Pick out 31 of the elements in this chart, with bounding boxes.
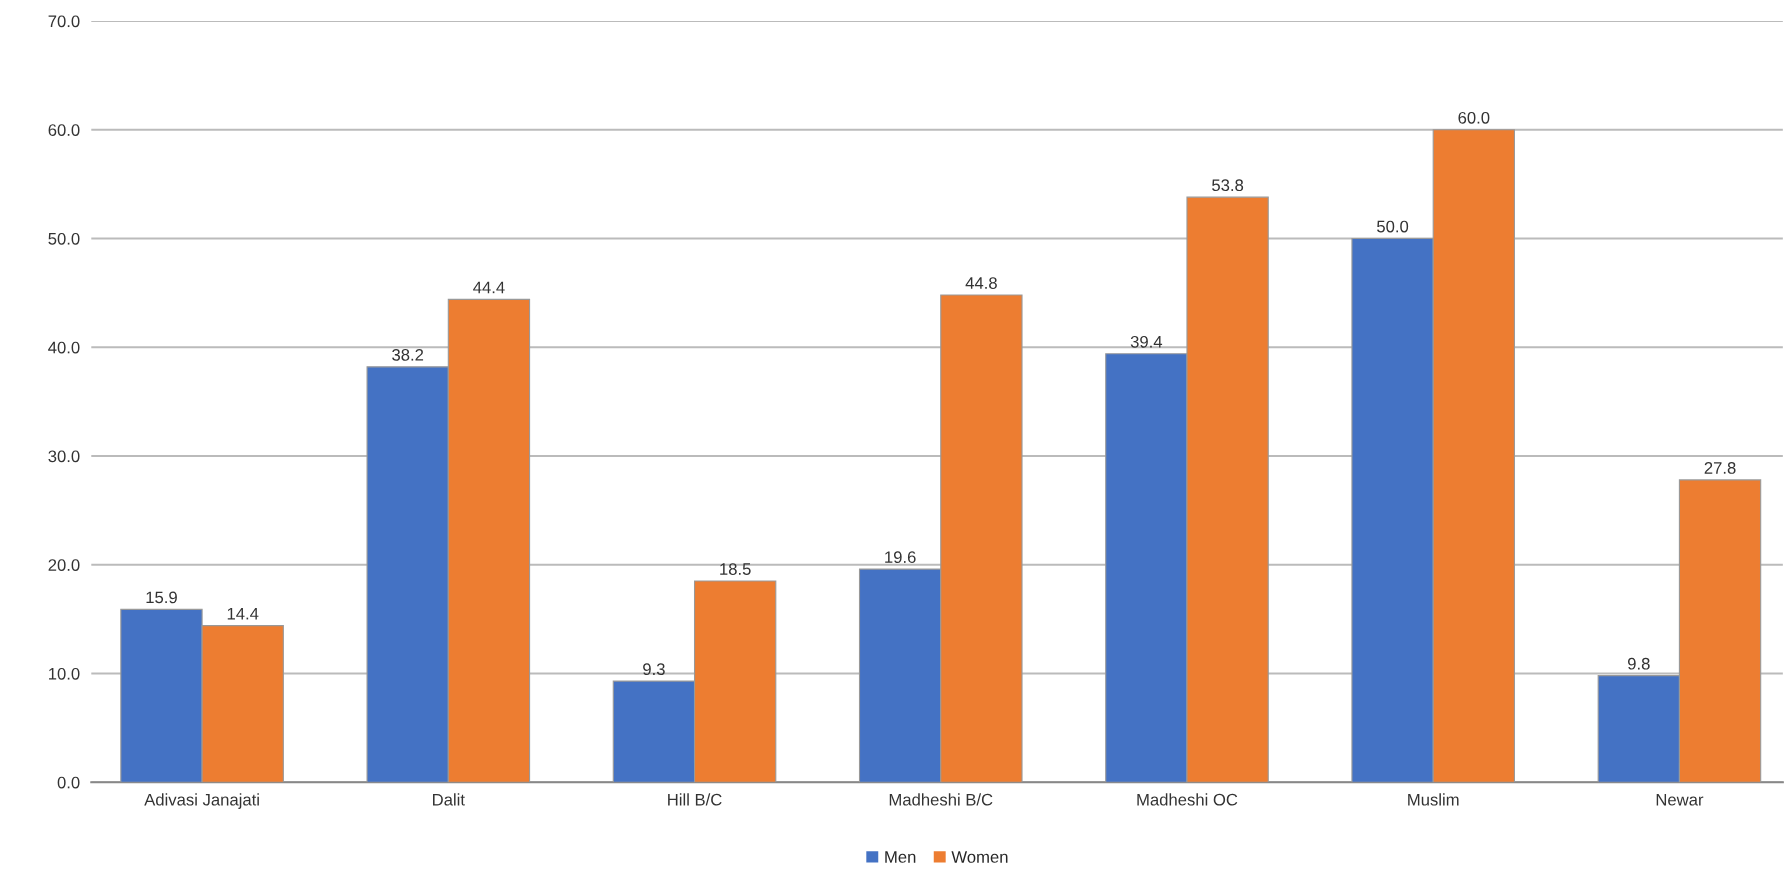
data-label: 19.6 bbox=[885, 551, 916, 564]
data-label: 50.0 bbox=[1377, 220, 1409, 233]
y-tick-label: 20.0 bbox=[48, 559, 80, 571]
x-tick-label: Newar bbox=[1656, 793, 1704, 806]
data-label: 18.5 bbox=[720, 563, 751, 575]
y-tick-label: 60.0 bbox=[48, 124, 80, 136]
x-tick-label: Madheshi OC bbox=[1137, 793, 1238, 806]
x-tick-label: Adivasi Janajati bbox=[144, 793, 259, 809]
y-tick-label: 50.0 bbox=[48, 232, 80, 245]
data-label: 9.3 bbox=[643, 663, 665, 676]
data-label: 15.9 bbox=[146, 591, 177, 604]
x-tick-label: Muslim bbox=[1408, 793, 1459, 806]
y-tick-label: 10.0 bbox=[49, 667, 80, 680]
data-label: 9.8 bbox=[1628, 657, 1650, 670]
data-label: 38.2 bbox=[392, 348, 424, 361]
legend-label: Men bbox=[885, 851, 916, 863]
x-tick-label: Dalit bbox=[433, 793, 465, 806]
data-label: 44.8 bbox=[965, 277, 997, 289]
data-label: 27.8 bbox=[1704, 462, 1736, 474]
x-tick-label: Madheshi B/C bbox=[889, 793, 993, 806]
y-tick-label: 30.0 bbox=[48, 450, 80, 463]
data-label: 14.4 bbox=[227, 607, 259, 620]
data-label: 60.0 bbox=[1458, 111, 1490, 124]
x-tick-label: Hill B/C bbox=[668, 793, 722, 806]
legend-label: Women bbox=[951, 851, 1008, 863]
data-label: 53.8 bbox=[1212, 179, 1244, 192]
y-tick-label: 0.0 bbox=[57, 776, 80, 789]
y-tick-label: 40.0 bbox=[48, 341, 80, 354]
data-label: 44.4 bbox=[473, 281, 505, 294]
y-tick-label: 70.0 bbox=[48, 15, 80, 28]
data-label: 39.4 bbox=[1130, 335, 1163, 348]
